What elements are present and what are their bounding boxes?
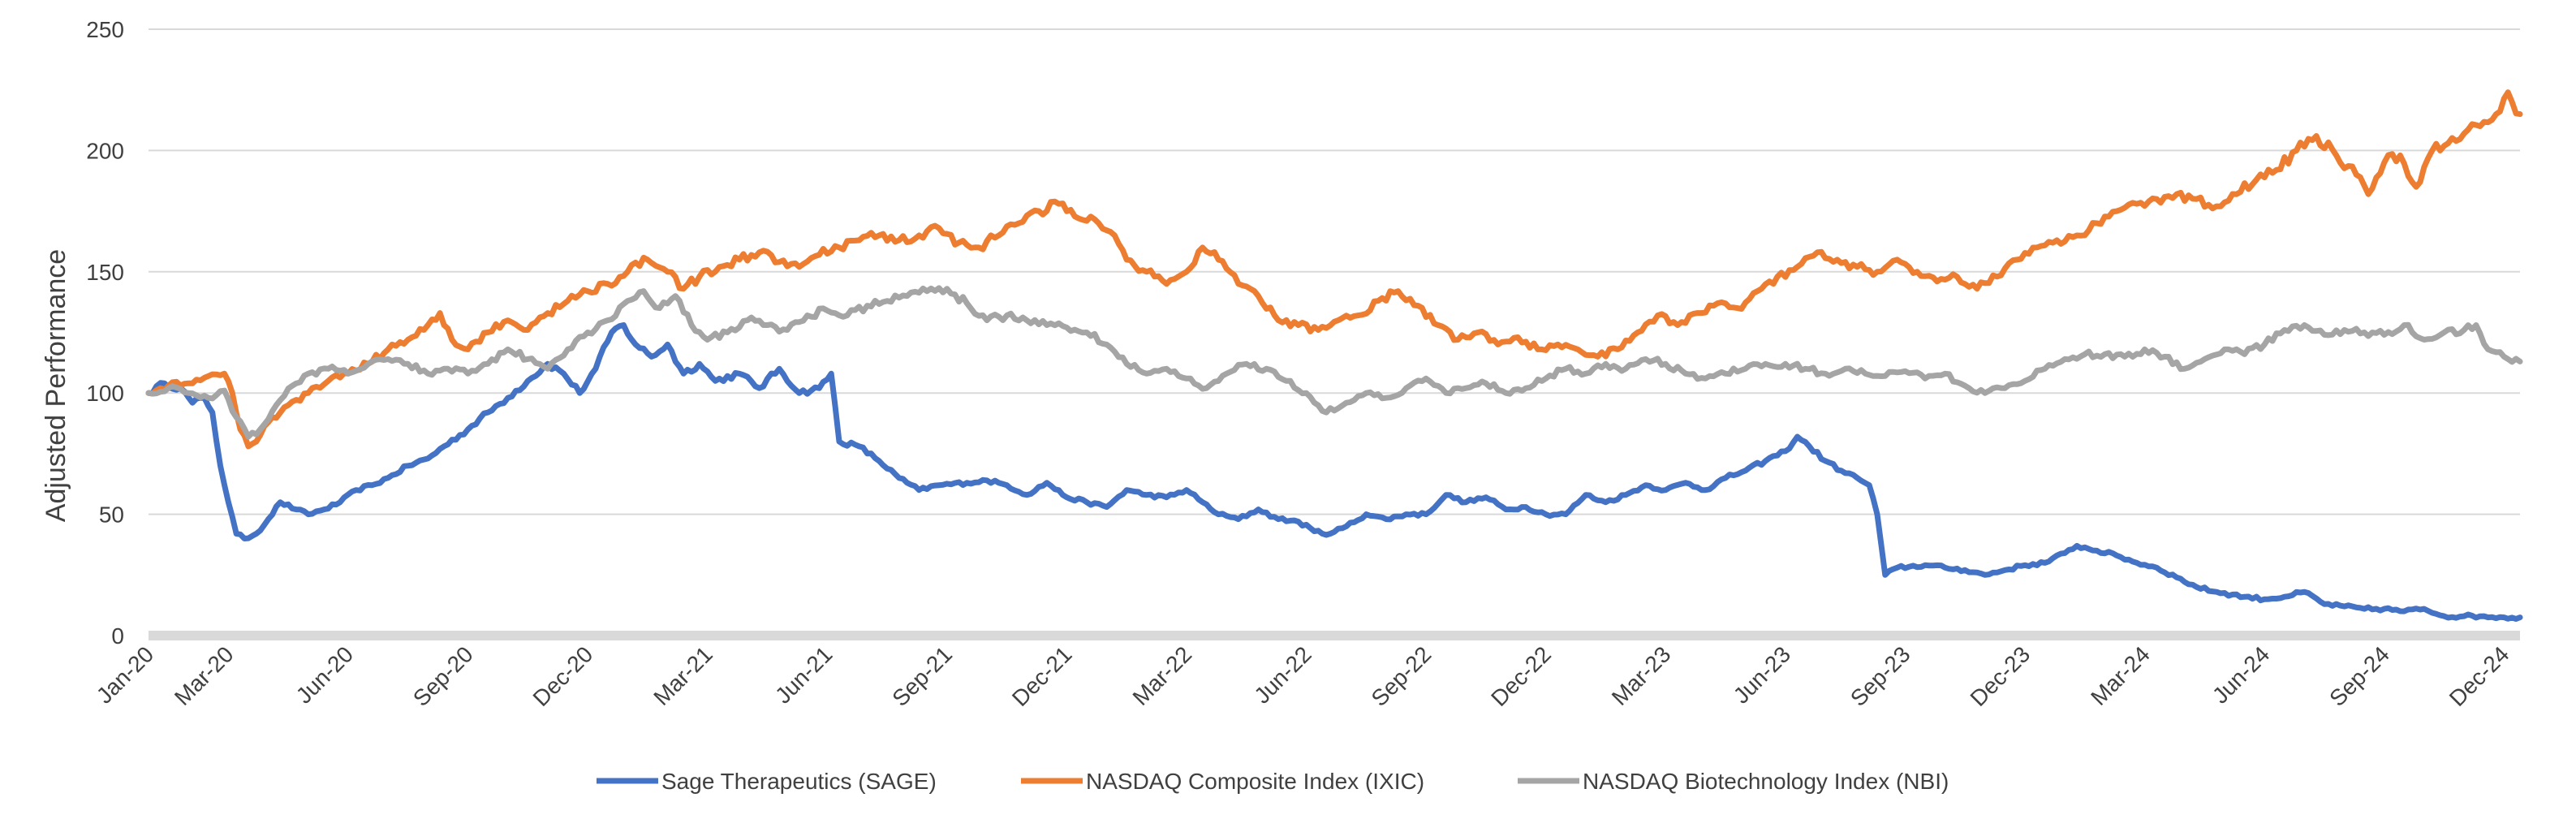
x-tick-label: Jun-20 — [291, 641, 358, 708]
y-tick-label: 100 — [86, 381, 124, 406]
x-tick-label: Dec-20 — [528, 641, 598, 711]
x-tick-label: Sep-21 — [887, 641, 957, 711]
series-lines — [145, 89, 2523, 622]
x-axis-ticks: Jan-20 Mar-20 Jun-20 Sep-20 Dec-20 Mar-21 Jun-… — [92, 641, 2514, 711]
x-tick-label: Mar-24 — [2086, 641, 2155, 710]
x-tick-label: Sep-22 — [1367, 641, 1437, 711]
x-tick-label: Jun-23 — [1729, 641, 1795, 708]
x-tick-label: Jun-22 — [1249, 641, 1316, 708]
x-tick-label: Mar-20 — [170, 641, 239, 710]
legend-label-3: NASDAQ Biotechnology Index (NBI) — [1583, 769, 1949, 794]
x-tick-label: Sep-23 — [1846, 641, 1915, 711]
x-tick-label: Dec-24 — [2445, 641, 2514, 711]
x-tick-label: Mar-23 — [1607, 641, 1676, 710]
y-tick-label: 150 — [86, 260, 124, 285]
x-tick-label: Dec-21 — [1007, 641, 1077, 711]
gridlines — [149, 28, 2520, 515]
y-axis-ticks: 0 50 100 150 200 250 — [86, 17, 124, 649]
y-axis-title: Adjusted Performance — [41, 249, 71, 522]
series-line-2 — [145, 89, 2523, 450]
x-tick-label: Sep-20 — [408, 641, 478, 711]
x-tick-label: Dec-23 — [1966, 641, 2035, 711]
legend-label-1: Sage Therapeutics (SAGE) — [661, 769, 937, 794]
x-tick-label: Mar-21 — [648, 641, 717, 710]
x-tick-label: Jun-24 — [2208, 641, 2274, 708]
x-tick-label: Sep-24 — [2324, 641, 2394, 711]
y-tick-label: 0 — [111, 623, 124, 649]
y-tick-label: 200 — [86, 138, 124, 163]
series-line-3 — [145, 285, 2523, 440]
x-tick-label: Mar-22 — [1128, 641, 1197, 710]
x-tick-label: Dec-22 — [1486, 641, 1556, 711]
y-tick-label: 250 — [86, 17, 124, 42]
legend-label-2: NASDAQ Composite Index (IXIC) — [1086, 769, 1424, 794]
y-tick-label: 50 — [99, 502, 124, 528]
x-tick-label: Jan-20 — [92, 641, 158, 708]
series-line-1 — [145, 322, 2523, 622]
x-tick-label: Jun-21 — [770, 641, 837, 708]
legend: Sage Therapeutics (SAGE) NASDAQ Composite… — [597, 769, 1949, 794]
